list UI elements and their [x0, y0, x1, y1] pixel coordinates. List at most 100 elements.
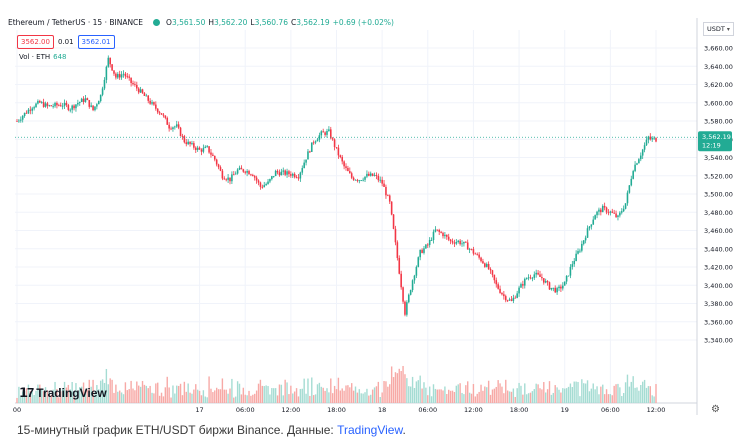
candle-body [111, 64, 113, 71]
volume-bar [638, 390, 640, 403]
candle-body [383, 183, 385, 187]
candle-body [187, 141, 189, 145]
candle-body [286, 171, 288, 175]
candle-body [442, 232, 444, 237]
candle-body [476, 254, 479, 256]
volume-bar [233, 397, 235, 403]
volume-bar [164, 387, 167, 403]
candle-body [130, 77, 132, 84]
volume-bar [134, 390, 136, 403]
candle-body [25, 112, 28, 114]
volume-bar [603, 394, 606, 403]
volume-bar [645, 387, 648, 403]
candle-body [250, 174, 252, 176]
volume-bar [392, 377, 395, 403]
candle-body [179, 127, 182, 137]
candle-body [278, 172, 281, 176]
candle-body [208, 146, 210, 153]
volume-bar [520, 385, 522, 403]
volume-bar [145, 385, 148, 403]
volume-bar [54, 381, 56, 403]
candle-body [484, 263, 486, 267]
volume-bar [107, 384, 109, 403]
candle-body [341, 156, 344, 162]
volume-bar [122, 394, 125, 403]
y-tick-label: 3,620.00 [704, 81, 733, 89]
candle-body [392, 214, 395, 229]
volume-bar [299, 388, 302, 403]
volume-bar [46, 390, 49, 403]
buy-price-button[interactable]: 3562.01 [77, 35, 115, 49]
volume-bar [554, 385, 556, 403]
candle-body [170, 128, 172, 130]
volume-bar [550, 394, 553, 403]
candle-body [109, 57, 111, 65]
candle-body [67, 105, 70, 110]
volume-bar [503, 393, 505, 403]
candle-body [48, 105, 51, 107]
volume-bar [351, 383, 353, 403]
volume-bar [261, 385, 264, 403]
volume-bar [512, 388, 515, 403]
candle-body [542, 278, 545, 283]
volume-bar [575, 381, 577, 403]
candle-body [263, 185, 266, 188]
candle-body [33, 107, 35, 109]
candle-body [174, 126, 176, 128]
volume-bar [581, 379, 583, 403]
volume-bar [225, 389, 227, 403]
market-open-icon [153, 19, 161, 26]
price-change: +0.69 (+0.02%) [332, 18, 394, 27]
volume-bar [179, 383, 182, 403]
volume-bar [29, 390, 32, 403]
candle-body [522, 284, 524, 286]
volume-bar [478, 391, 480, 403]
candle-body [160, 113, 163, 115]
volume-bar [600, 386, 602, 403]
volume-bar [366, 388, 368, 403]
gear-icon[interactable]: ⚙ [711, 404, 720, 415]
candle-body [544, 281, 547, 283]
volume-bar [120, 392, 123, 403]
volume-bar [172, 385, 174, 403]
candle-body [465, 241, 467, 243]
candle-body [191, 143, 193, 145]
volume-bar [539, 388, 541, 403]
volume-bar [491, 389, 494, 403]
candle-body [59, 105, 62, 107]
x-tick-label: 06:00 [236, 406, 255, 414]
candle-body [388, 195, 391, 202]
candle-body [356, 179, 359, 181]
volume-bar [594, 389, 596, 403]
candle-body [560, 286, 562, 289]
candle-body [329, 129, 332, 139]
volume-bar [214, 390, 216, 403]
sell-price-button[interactable]: 3562.00 [17, 35, 54, 49]
candle-body [643, 145, 646, 150]
candle-body [177, 124, 180, 128]
tradingview-logo[interactable]: 𝟭7 TradingView [19, 385, 107, 401]
volume-bar [269, 394, 271, 403]
candle-body [609, 211, 612, 213]
candle-body [217, 164, 220, 168]
x-tick-label: 18:00 [510, 406, 529, 414]
volume-legend: Vol · ETH 648 [19, 53, 67, 61]
candle-body [280, 171, 283, 176]
candle-body [358, 180, 361, 182]
currency-selector[interactable]: USDT ▾ [703, 22, 734, 36]
price-chart[interactable]: 3,660.00 3,640.00 3,620.00 3,600.00 3,580.00… [0, 0, 753, 415]
candle-body [558, 286, 560, 289]
volume-bar [440, 389, 442, 403]
candle-body [518, 287, 520, 294]
candle-body [617, 215, 619, 217]
volume-bar [518, 382, 520, 403]
candle-body [35, 103, 37, 108]
volume-bar [69, 389, 71, 403]
candle-body [50, 105, 53, 107]
volume-bar [124, 382, 127, 403]
caption-link[interactable]: TradingView [337, 423, 403, 437]
candle-body [139, 89, 142, 93]
volume-bar [457, 384, 459, 403]
volume-bar [396, 373, 399, 403]
candle-body [92, 105, 94, 111]
